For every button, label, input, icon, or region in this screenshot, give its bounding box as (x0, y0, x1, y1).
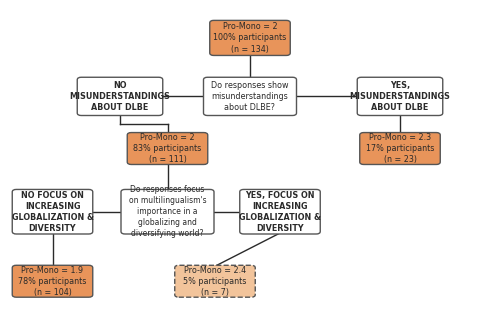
Text: NO FOCUS ON
INCREASING
GLOBALIZATION &
DIVERSITY: NO FOCUS ON INCREASING GLOBALIZATION & D… (12, 191, 94, 233)
FancyBboxPatch shape (175, 265, 255, 297)
Text: Pro-Mono = 2.4
5% participants
(n = 7): Pro-Mono = 2.4 5% participants (n = 7) (184, 266, 246, 297)
FancyBboxPatch shape (12, 265, 92, 297)
Text: NO
MISUNDERSTANDINGS
ABOUT DLBE: NO MISUNDERSTANDINGS ABOUT DLBE (70, 81, 170, 112)
FancyBboxPatch shape (77, 77, 162, 116)
Text: Do responses show
misunderstandings
about DLBE?: Do responses show misunderstandings abou… (211, 81, 289, 112)
FancyBboxPatch shape (360, 133, 440, 164)
Text: Pro-Mono = 2
83% participants
(n = 111): Pro-Mono = 2 83% participants (n = 111) (134, 133, 202, 164)
FancyBboxPatch shape (127, 133, 208, 164)
Text: Do responses focus
on multilingualism's
importance in a
globalizing and
diversif: Do responses focus on multilingualism's … (128, 185, 206, 238)
FancyBboxPatch shape (357, 77, 443, 116)
FancyBboxPatch shape (12, 189, 92, 234)
Text: Pro-Mono = 2.3
17% participants
(n = 23): Pro-Mono = 2.3 17% participants (n = 23) (366, 133, 434, 164)
FancyBboxPatch shape (240, 189, 320, 234)
FancyBboxPatch shape (204, 77, 296, 116)
FancyBboxPatch shape (121, 189, 214, 234)
Text: Pro-Mono = 2
100% participants
(n = 134): Pro-Mono = 2 100% participants (n = 134) (214, 22, 286, 53)
Text: Pro-Mono = 1.9
78% participants
(n = 104): Pro-Mono = 1.9 78% participants (n = 104… (18, 266, 86, 297)
FancyBboxPatch shape (210, 20, 290, 55)
Text: YES,
MISUNDERSTANDINGS
ABOUT DLBE: YES, MISUNDERSTANDINGS ABOUT DLBE (350, 81, 450, 112)
Text: YES, FOCUS ON
INCREASING
GLOBALIZATION &
DIVERSITY: YES, FOCUS ON INCREASING GLOBALIZATION &… (239, 191, 321, 233)
